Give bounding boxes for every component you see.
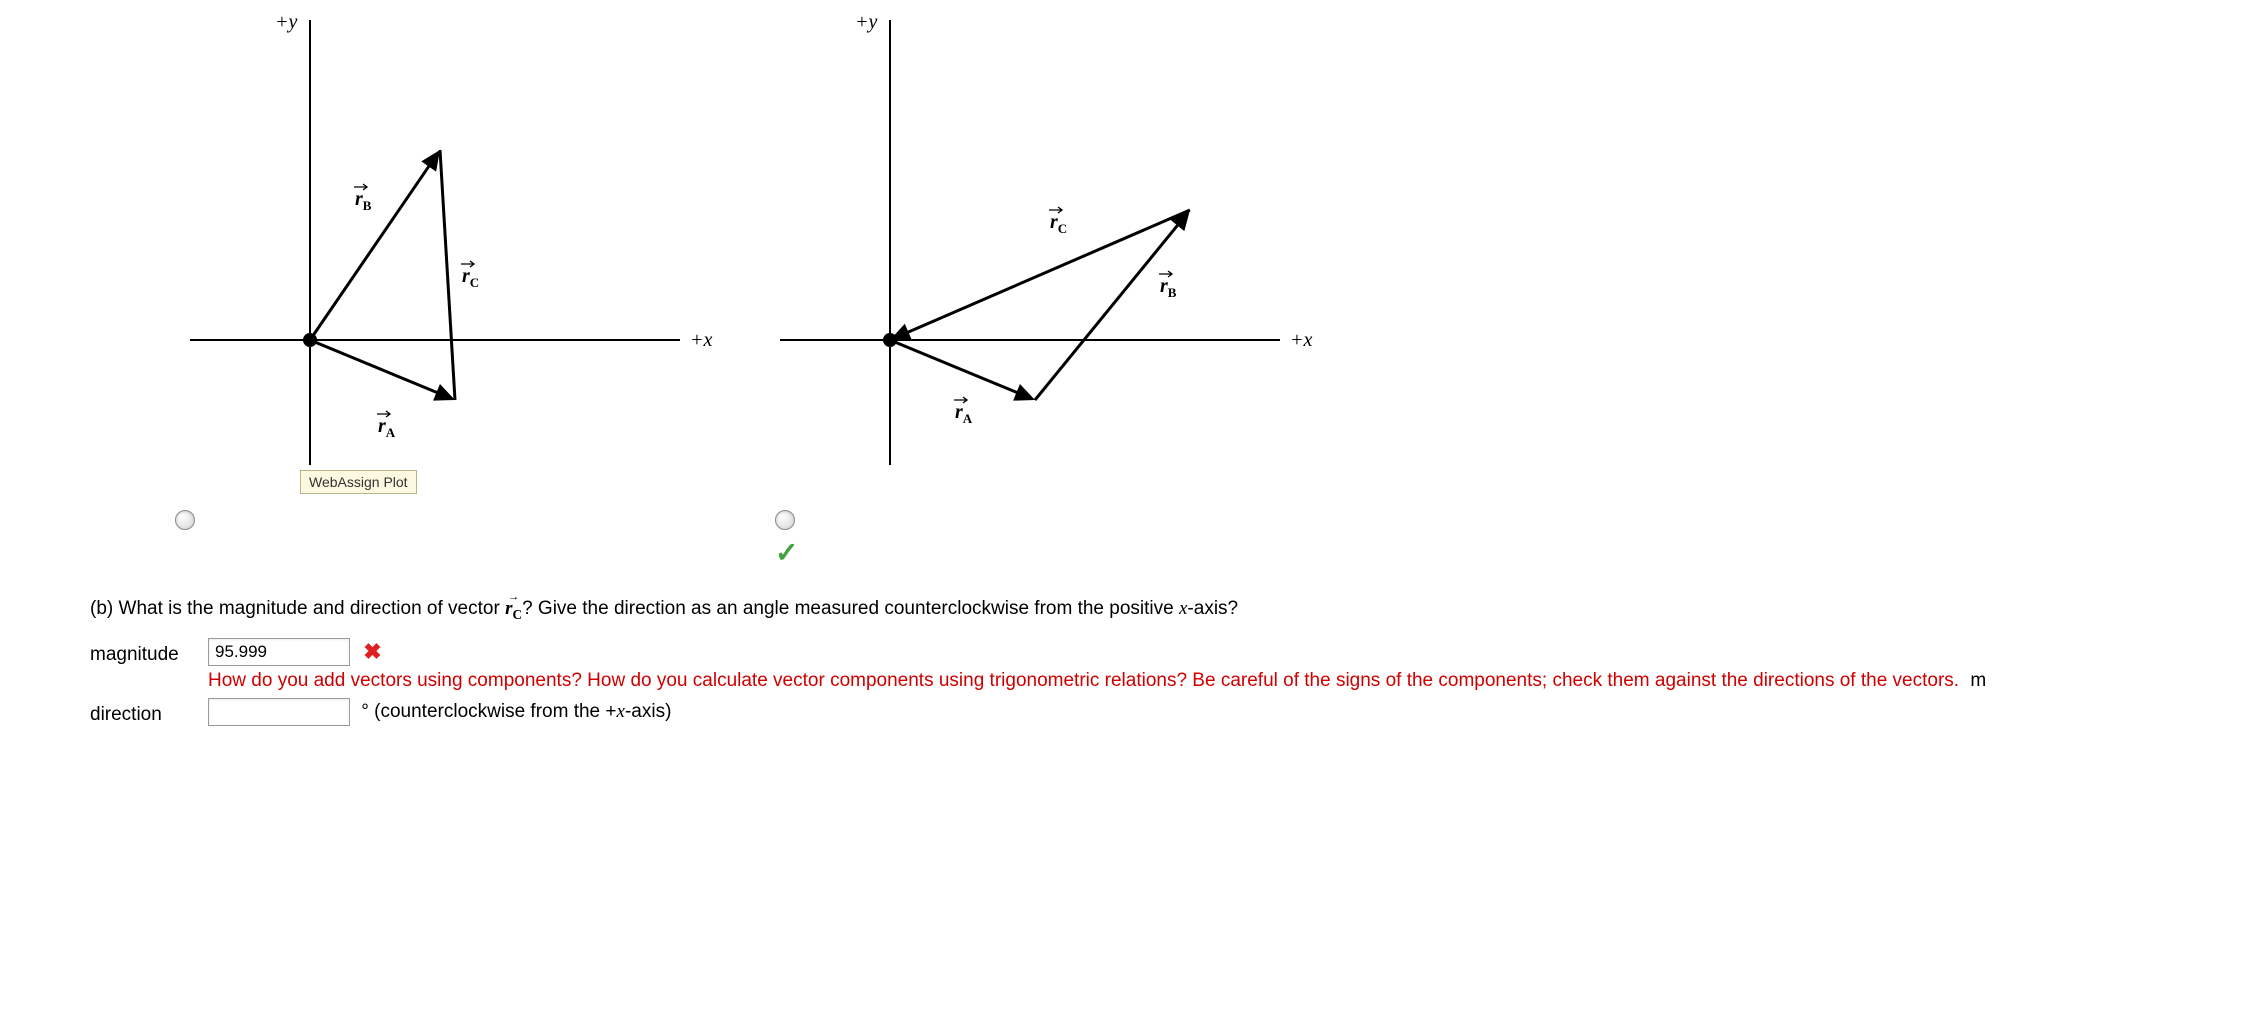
magnitude-input[interactable]: 95.999	[208, 638, 350, 666]
q-text-2: ? Give the direction as an angle measure…	[522, 598, 1179, 619]
svg-text:+y: +y	[275, 11, 297, 33]
diagrams-row: +x +y rB rA rC WebAssign Plot +x +y rA rB rC ✓	[0, 0, 2260, 580]
diagram-right-svg: +x +y rA rB rC	[760, 0, 1340, 520]
svg-text:rA: rA	[955, 401, 973, 426]
webassign-plot-tooltip: WebAssign Plot	[300, 470, 417, 494]
svg-text:+x: +x	[690, 329, 712, 351]
magnitude-unit: m	[1970, 670, 1986, 691]
svg-text:rB: rB	[355, 188, 372, 213]
tooltip-text: WebAssign Plot	[309, 474, 408, 490]
q-text-1: What is the magnitude and direction of v…	[119, 598, 506, 619]
diagram-left-svg: +x +y rB rA rC	[160, 0, 740, 520]
vector-rc-symbol: rC	[505, 596, 522, 624]
svg-text:rB: rB	[1160, 275, 1177, 300]
diagram-right-radio[interactable]	[775, 510, 795, 530]
dir-axis-x: x	[617, 701, 625, 722]
direction-cell: ° (counterclockwise from the +x-axis)	[208, 698, 2210, 726]
diagram-left: +x +y rB rA rC WebAssign Plot	[160, 0, 740, 560]
svg-text:+x: +x	[1290, 329, 1312, 351]
q-text-3: -axis?	[1187, 598, 1238, 619]
direction-label: direction	[90, 698, 200, 726]
magnitude-feedback: How do you add vectors using components?…	[208, 670, 2210, 692]
dir-unit-prefix: ° (counterclockwise from the +	[361, 701, 616, 722]
direction-input[interactable]	[208, 698, 350, 726]
dir-unit-suffix: -axis)	[625, 701, 671, 722]
svg-text:rC: rC	[1050, 211, 1067, 236]
direction-unit: ° (counterclockwise from the +x-axis)	[361, 701, 671, 722]
diagram-right-correct-check: ✓	[775, 536, 798, 569]
magnitude-cell: 95.999 ✖ How do you add vectors using co…	[208, 638, 2210, 692]
diagram-right: +x +y rA rB rC ✓	[760, 0, 1340, 580]
answer-grid: magnitude 95.999 ✖ How do you add vector…	[0, 634, 2260, 746]
svg-text:rA: rA	[378, 415, 396, 440]
question-b: (b) What is the magnitude and direction …	[0, 580, 2260, 634]
part-label: (b)	[90, 598, 113, 619]
wrong-x-icon: ✖	[363, 639, 381, 664]
diagram-left-radio[interactable]	[175, 510, 195, 530]
svg-text:rC: rC	[462, 265, 479, 290]
feedback-text: How do you add vectors using components?…	[208, 670, 1959, 691]
magnitude-label: magnitude	[90, 638, 200, 666]
svg-text:+y: +y	[855, 11, 877, 33]
